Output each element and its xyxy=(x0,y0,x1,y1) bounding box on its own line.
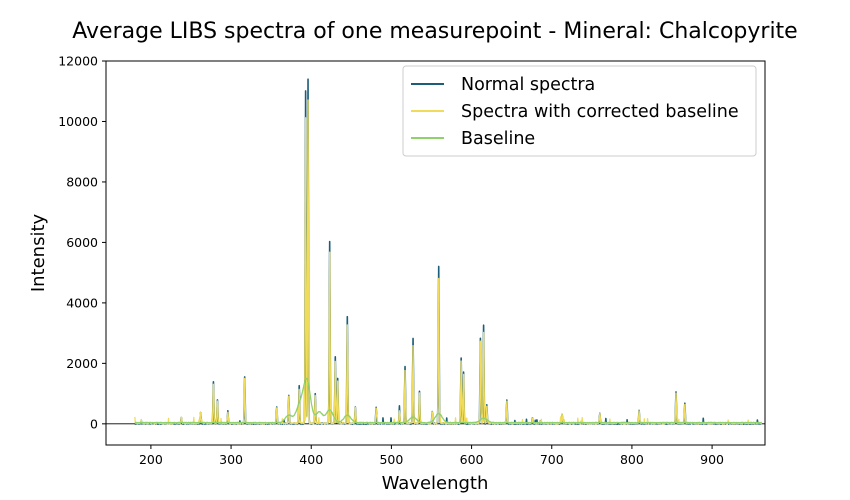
legend-label-baseline: Baseline xyxy=(461,129,535,149)
x-axis: 200 300 400 500 600 700 800 900 xyxy=(139,445,724,467)
y-axis: 0 2000 4000 6000 8000 10000 12000 xyxy=(58,54,106,431)
legend: Normal spectra Spectra with corrected ba… xyxy=(402,65,757,157)
x-tick-label: 800 xyxy=(620,452,644,467)
x-tick-label: 400 xyxy=(299,452,323,467)
y-tick-label: 0 xyxy=(90,416,98,431)
y-tick-label: 2000 xyxy=(66,356,98,371)
x-axis-label: Wavelength xyxy=(382,473,489,494)
x-tick-label: 700 xyxy=(540,452,564,467)
y-tick-label: 6000 xyxy=(66,235,98,250)
x-tick-label: 600 xyxy=(460,452,484,467)
y-tick-label: 4000 xyxy=(66,295,98,310)
plot-area xyxy=(106,78,765,425)
plot-frame xyxy=(105,60,766,446)
y-axis-label: Intensity xyxy=(28,213,49,292)
y-tick-label: 8000 xyxy=(66,174,98,189)
x-tick-label: 200 xyxy=(139,452,163,467)
chart-title: Average LIBS spectra of one measurepoint… xyxy=(72,19,797,44)
legend-label-normal: Normal spectra xyxy=(461,75,595,95)
y-tick-label: 12000 xyxy=(58,54,98,69)
y-tick-label: 10000 xyxy=(58,114,98,129)
x-tick-label: 300 xyxy=(219,452,243,467)
x-tick-label: 500 xyxy=(379,452,403,467)
series-line-2 xyxy=(134,377,763,424)
legend-box xyxy=(402,65,757,157)
legend-label-corrected: Spectra with corrected baseline xyxy=(461,102,739,122)
x-tick-label: 900 xyxy=(700,452,724,467)
